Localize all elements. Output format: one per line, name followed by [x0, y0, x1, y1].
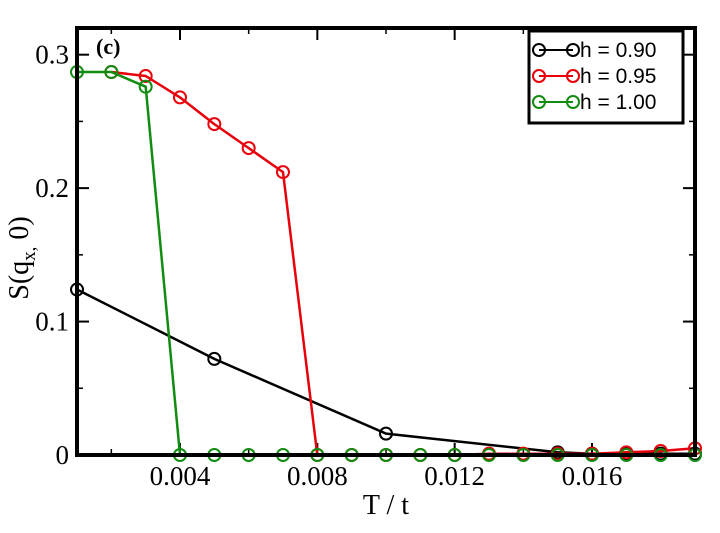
data-point: [138, 79, 153, 94]
data-point: [207, 351, 222, 366]
y-tick-label: 0.3: [35, 40, 69, 70]
data-point: [138, 69, 153, 84]
data-point: [104, 65, 119, 80]
legend-entry-h100: h = 1.00: [532, 91, 656, 114]
legend-marker-h090-left: [532, 43, 546, 57]
legend-label-h095: h = 0.95: [580, 65, 656, 88]
y-axis-title-main: S(q: [4, 261, 35, 300]
data-point: [276, 165, 290, 180]
legend-label-h100: h = 1.00: [580, 91, 656, 114]
plot-frame: [75, 26, 697, 457]
legend-marker-h100-right: [566, 95, 580, 109]
y-axis-title-tail: 0): [4, 216, 35, 246]
data-point: [207, 117, 222, 132]
y-tick-label: 0.1: [35, 307, 69, 337]
y-tick-label: 0: [56, 440, 70, 470]
x-tick-label: 0.016: [562, 461, 623, 491]
legend-marker-h095-left: [532, 69, 546, 83]
y-axis-title-subscript: x,: [19, 247, 40, 261]
legend-marker-h090-right: [566, 43, 580, 57]
legend-marker-h095-right: [566, 69, 580, 83]
y-axis-title: S(qx, 0): [4, 216, 40, 299]
x-tick-label: 0.008: [287, 461, 348, 491]
data-point: [379, 426, 393, 441]
y-tick-label: 0.2: [35, 173, 69, 203]
legend-marker-h100-left: [532, 95, 546, 109]
panel-label: (c): [96, 34, 120, 59]
data-point: [241, 141, 256, 156]
legend: h = 0.90 h = 0.95 h = 1.00: [527, 29, 685, 125]
x-tick-label: 0.012: [424, 461, 485, 491]
legend-entry-h095: h = 0.95: [532, 65, 656, 88]
data-point: [173, 90, 187, 105]
legend-label-h090: h = 0.90: [580, 39, 656, 62]
legend-entry-h090: h = 0.90: [532, 39, 656, 62]
x-tick-label: 0.004: [150, 461, 211, 491]
tick-labels: 0.004 0.008 0.012 0.016 0 0.1 0.2 0.3: [35, 40, 622, 491]
x-axis-title: T / t: [363, 490, 409, 521]
